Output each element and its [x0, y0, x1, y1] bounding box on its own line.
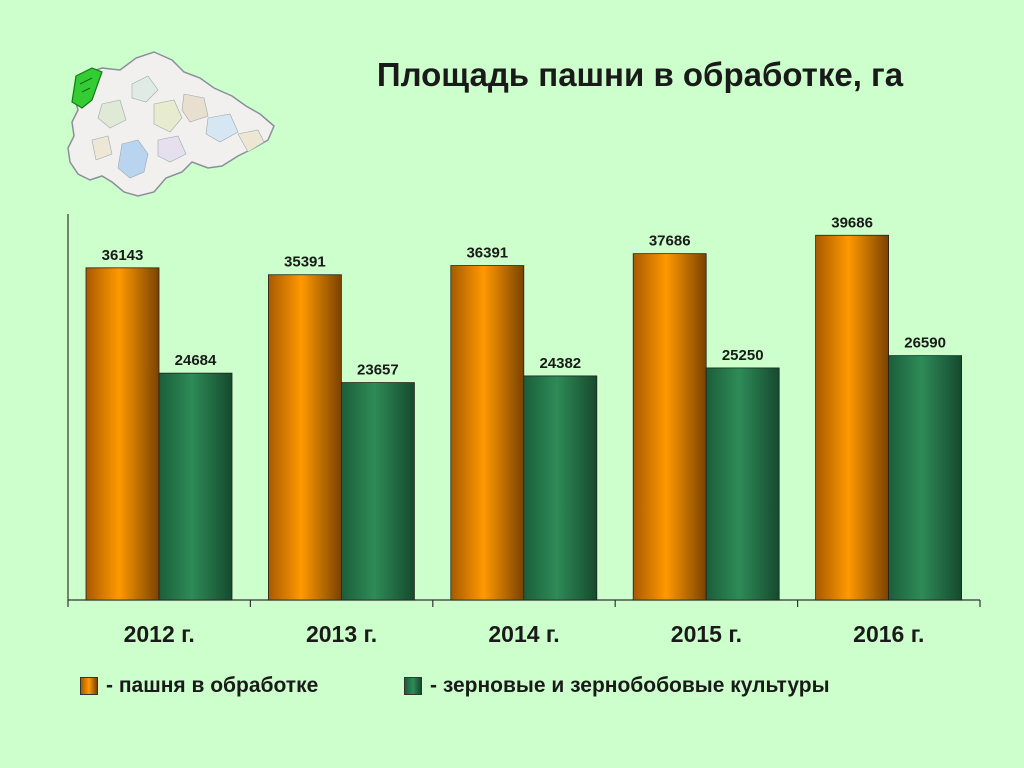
legend-item-pashnya: - пашня в обработке — [80, 674, 318, 698]
data-label-zernovye-3: 24382 — [539, 355, 581, 372]
bar-pashnya-3 — [450, 265, 525, 601]
data-label-pashnya-4: 37686 — [649, 233, 691, 250]
bar-pashnya-1 — [85, 267, 160, 601]
data-label-zernovye-2: 23657 — [357, 362, 399, 379]
bar-zernovye-3 — [523, 375, 598, 601]
data-label-pashnya-5: 39686 — [831, 214, 873, 231]
bar-zernovye-5 — [888, 355, 962, 601]
data-label-pashnya-3: 36391 — [466, 245, 508, 262]
x-tick-label-4: 2015 г. — [671, 621, 742, 647]
x-tick-label-3: 2014 г. — [488, 621, 559, 647]
legend-item-zernovye: - зерновые и зернобобовые культуры — [404, 674, 830, 698]
data-label-zernovye-5: 26590 — [904, 335, 946, 352]
legend-swatch-orange — [80, 677, 98, 695]
x-tick-label-5: 2016 г. — [853, 621, 924, 647]
bar-pashnya-2 — [267, 274, 342, 601]
data-label-zernovye-1: 24684 — [175, 352, 217, 369]
bar-pashnya-4 — [632, 253, 707, 601]
x-tick-label-2: 2013 г. — [306, 621, 377, 647]
data-label-zernovye-4: 25250 — [722, 347, 764, 364]
bar-zernovye-2 — [340, 382, 415, 601]
legend-label-pashnya: - пашня в обработке — [106, 674, 319, 697]
bar-zernovye-4 — [705, 367, 780, 601]
legend-label-zernovye: - зерновые и зернобобовые культуры — [430, 674, 830, 697]
data-label-pashnya-1: 36143 — [102, 247, 144, 264]
legend-swatch-green — [404, 677, 422, 695]
bar-pashnya-5 — [815, 234, 889, 601]
region-map-image — [67, 51, 275, 197]
x-tick-label-1: 2012 г. — [124, 621, 195, 647]
bar-zernovye-1 — [158, 372, 233, 601]
chart-title: Площадь пашни в обработке, га — [376, 56, 904, 93]
data-label-pashnya-2: 35391 — [284, 254, 326, 271]
